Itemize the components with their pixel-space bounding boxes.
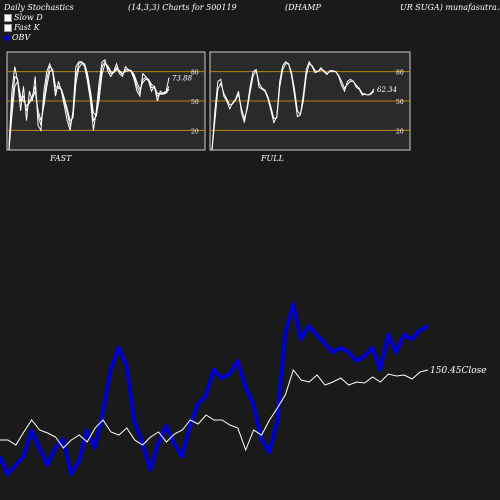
legend-slow-d: Slow D bbox=[4, 13, 43, 22]
y-tick-label: 80 bbox=[191, 70, 199, 77]
y-tick-label: 50 bbox=[396, 99, 404, 106]
legend-label: OBV bbox=[12, 33, 31, 42]
price-obv-panel: 150.45Close bbox=[0, 302, 487, 476]
y-tick-label: 20 bbox=[396, 128, 404, 135]
legend-obv: OBV bbox=[4, 33, 30, 42]
panel-label: FULL bbox=[260, 154, 284, 163]
y-tick-label: 20 bbox=[191, 128, 199, 135]
legend-swatch-icon bbox=[4, 24, 12, 32]
obv-line bbox=[0, 302, 429, 476]
stochastic-line bbox=[8, 58, 170, 146]
close-price-line bbox=[0, 368, 429, 452]
panel-label: FAST bbox=[49, 154, 72, 163]
legend-fast-k: Fast K bbox=[4, 23, 40, 32]
close-value-label: 150.45Close bbox=[430, 366, 487, 376]
chart-title: Daily Stochastics bbox=[4, 3, 74, 12]
legend-swatch-icon bbox=[4, 14, 12, 22]
company-name: (DHAMP bbox=[285, 3, 321, 12]
legend-label: Slow D bbox=[14, 13, 43, 22]
last-value-label: 73.88 bbox=[172, 75, 193, 83]
y-tick-label: 80 bbox=[396, 70, 404, 77]
legend-label: Fast K bbox=[14, 23, 40, 32]
stochastic-line bbox=[8, 63, 170, 151]
y-tick-label: 50 bbox=[191, 99, 199, 106]
chart-params: (14,3,3) Charts for 500119 bbox=[128, 3, 237, 12]
legend-swatch-icon bbox=[4, 35, 10, 41]
stochastic-line bbox=[211, 62, 375, 151]
company-name-cont: UR SUGA) munafasutra.c bbox=[400, 3, 500, 12]
last-value-label: 62.34 bbox=[377, 86, 397, 94]
stochastic-panel-full: 20 50 80 62.34 FULL bbox=[209, 51, 411, 163]
